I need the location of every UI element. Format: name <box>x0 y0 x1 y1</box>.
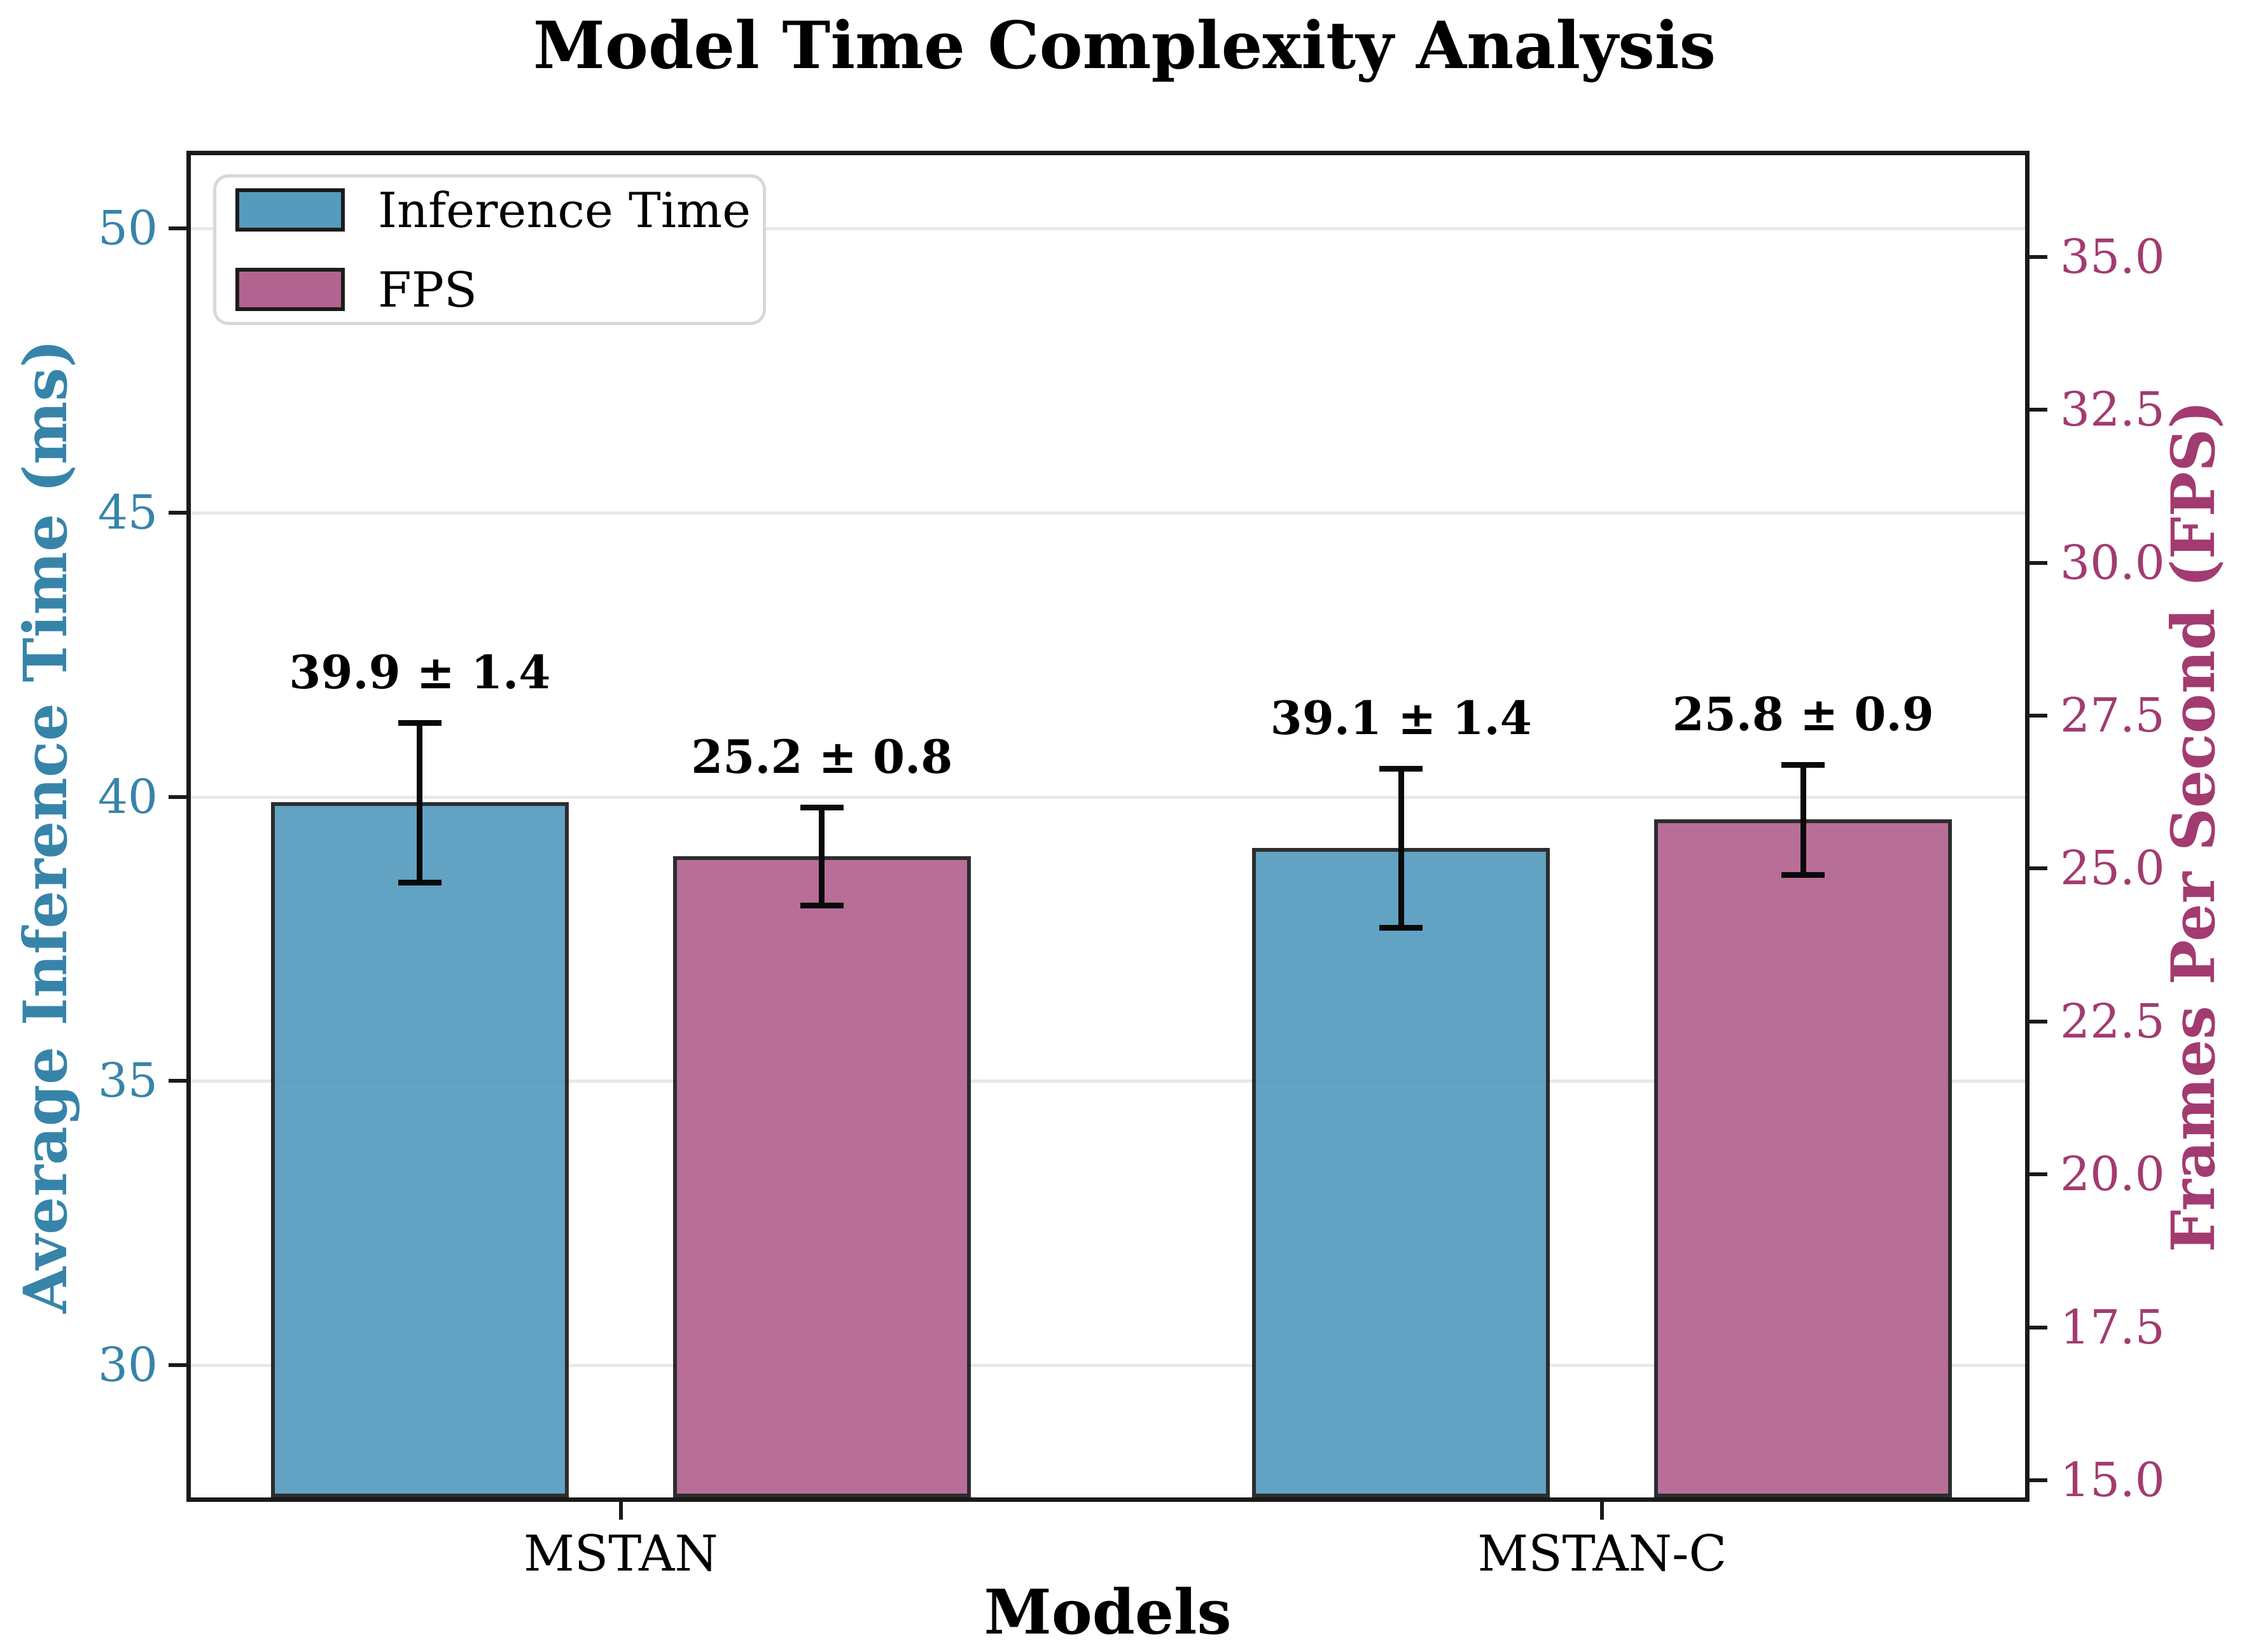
left-tick <box>169 510 186 515</box>
gridline <box>191 795 2025 799</box>
left-tick-label: 35 <box>97 1053 158 1109</box>
error-bar-fps-mstan <box>819 807 825 906</box>
error-bar-cap-top <box>1781 761 1825 768</box>
right-tick-label: 35.0 <box>2060 229 2165 284</box>
x-tick <box>1600 1502 1605 1520</box>
left-tick-label: 30 <box>97 1337 158 1392</box>
right-tick-label: 20.0 <box>2060 1147 2165 1202</box>
right-tick-label: 25.0 <box>2060 841 2165 896</box>
bar-value-label-inference-time-mstan: 39.9 ± 1.4 <box>289 645 551 700</box>
bar-fps-mstan <box>672 856 971 1497</box>
plot-area: 39.9 ± 1.4 39.1 ± 1.4 25.2 ± 0.8 25.8 ± 0.9 <box>186 151 2030 1502</box>
gridline <box>191 1363 2025 1367</box>
fps-swatch <box>235 268 345 311</box>
right-tick-label: 32.5 <box>2060 382 2165 438</box>
right-tick-label: 17.5 <box>2060 1300 2165 1355</box>
error-bar-cap-bottom <box>1379 925 1423 931</box>
left-tick-label: 45 <box>97 485 158 540</box>
right-tick-label: 27.5 <box>2060 688 2165 743</box>
error-bar-inference-time-mstan <box>417 723 423 882</box>
right-tick-label: 15.0 <box>2060 1453 2165 1508</box>
error-bar-cap-top <box>800 805 844 811</box>
right-tick <box>2030 1019 2047 1024</box>
right-tick <box>2030 560 2047 565</box>
right-tick <box>2030 254 2047 259</box>
legend-label-inference-time: Inference Time <box>378 181 751 239</box>
gridline <box>191 511 2025 515</box>
bar-inference-time-mstan <box>270 802 569 1497</box>
right-axis-label: Frames Per Second (FPS) <box>2159 400 2229 1253</box>
bar-value-label-fps-mstan-c: 25.8 ± 0.9 <box>1672 686 1934 741</box>
error-bar-cap-bottom <box>398 879 442 885</box>
right-tick <box>2030 408 2047 412</box>
left-tick <box>169 1079 186 1083</box>
error-bar-cap-bottom <box>800 903 844 909</box>
right-tick-label: 30.0 <box>2060 535 2165 590</box>
x-tick-label-mstan-c: MSTAN-C <box>1477 1525 1727 1583</box>
error-bar-cap-top <box>398 720 442 726</box>
bar-fps-mstan-c <box>1654 819 1953 1497</box>
left-tick-label: 50 <box>97 201 158 256</box>
right-tick <box>2030 1478 2047 1483</box>
right-tick <box>2030 1325 2047 1329</box>
x-tick-label-mstan: MSTAN <box>523 1525 718 1583</box>
legend-item-fps: FPS <box>235 261 744 318</box>
error-bar-cap-bottom <box>1781 871 1825 878</box>
right-tick <box>2030 713 2047 718</box>
left-tick <box>169 795 186 799</box>
bar-value-label-inference-time-mstan-c: 39.1 ± 1.4 <box>1270 690 1532 745</box>
error-bar-inference-time-mstan-c <box>1398 768 1404 927</box>
error-bar-fps-mstan-c <box>1800 764 1806 875</box>
bar-value-label-fps-mstan: 25.2 ± 0.8 <box>691 730 953 784</box>
chart-title: Model Time Complexity Analysis <box>533 8 1716 84</box>
inference-time-swatch <box>235 188 345 232</box>
x-axis-label: Models <box>984 1576 1232 1648</box>
right-tick <box>2030 1172 2047 1177</box>
legend-label-fps: FPS <box>378 261 477 318</box>
left-tick <box>169 1363 186 1367</box>
left-axis-label: Average Inference Time (ms) <box>11 339 81 1314</box>
gridline <box>191 227 2025 231</box>
left-tick <box>169 226 186 231</box>
right-tick <box>2030 866 2047 871</box>
right-tick-label: 22.5 <box>2060 994 2165 1049</box>
legend: Inference Time FPS <box>213 174 766 325</box>
error-bar-cap-top <box>1379 765 1423 772</box>
legend-item-inference-time: Inference Time <box>235 182 751 239</box>
left-tick-label: 40 <box>97 769 158 824</box>
x-tick <box>618 1502 623 1520</box>
bar-inference-time-mstan-c <box>1252 847 1550 1497</box>
gridline <box>191 1079 2025 1083</box>
